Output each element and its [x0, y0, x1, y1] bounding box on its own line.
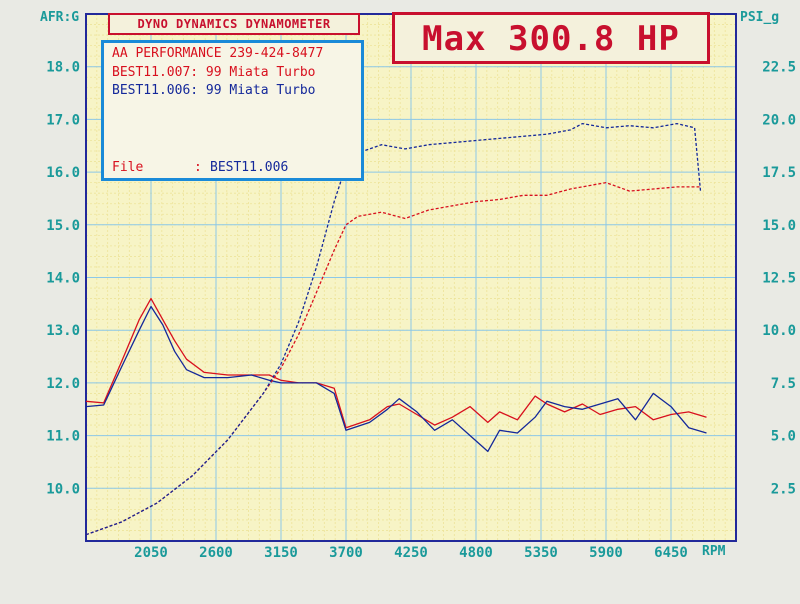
y-left-tick-label: 18.0 — [46, 60, 80, 76]
x-tick-label: 4800 — [459, 545, 493, 561]
y-left-axis-label: AFR:G — [40, 10, 79, 25]
x-tick-label: 2600 — [199, 545, 233, 561]
max-hp-label: Max 300.8 HP — [422, 19, 680, 59]
series-line-afr-best11-007 — [85, 297, 707, 429]
y-right-tick-label: 17.5 — [762, 165, 796, 181]
y-left-tick-label: 16.0 — [46, 165, 80, 181]
x-tick-label: 4250 — [394, 545, 428, 561]
y-left-tick-label: 15.0 — [46, 218, 80, 234]
series-layer — [85, 122, 707, 536]
y-right-tick-label: 10.0 — [762, 323, 796, 339]
y-left-tick-label: 12.0 — [46, 376, 80, 392]
x-tick-label: 6450 — [654, 545, 688, 561]
series-line-afr-best11-006 — [85, 305, 707, 453]
shop-line: AA PERFORMANCE 239-424-8477 — [112, 46, 324, 61]
file-label: File — [112, 160, 144, 175]
y-right-tick-label: 5.0 — [771, 429, 796, 445]
x-tick-label: 3150 — [264, 545, 298, 561]
y-right-axis-label: PSI_g — [740, 10, 779, 25]
y-left-tick-label: 10.0 — [46, 481, 80, 497]
y-right-tick-label: 15.0 — [762, 218, 796, 234]
dyno-title-box: DYNO DYNAMICS DYNAMOMETER — [108, 13, 360, 35]
y-right-tick-label: 12.5 — [762, 271, 796, 287]
series-line-boost-best11-006 — [85, 122, 702, 536]
max-hp-box: Max 300.8 HP — [392, 12, 710, 64]
x-tick-label: 3700 — [329, 545, 363, 561]
run-red-legend: BEST11.007: 99 Miata Turbo — [112, 65, 316, 80]
x-tick-label: 5350 — [524, 545, 558, 561]
x-tick-label: 5900 — [589, 545, 623, 561]
y-right-tick-label: 7.5 — [771, 376, 796, 392]
file-separator: : — [194, 160, 202, 175]
run-info-box: AA PERFORMANCE 239-424-8477 BEST11.007: … — [101, 40, 364, 181]
y-left-tick-label: 11.0 — [46, 429, 80, 445]
y-right-tick-label: 22.5 — [762, 60, 796, 76]
run-blue-legend: BEST11.006: 99 Miata Turbo — [112, 83, 316, 98]
y-left-tick-label: 14.0 — [46, 271, 80, 287]
x-tick-label: 2050 — [134, 545, 168, 561]
tick-labels: 2050 2600 3150 3700 4250 4800 5350 5900 6450 10.0… — [46, 60, 796, 561]
y-right-tick-label: 20.0 — [762, 112, 796, 128]
y-right-tick-label: 2.5 — [771, 481, 796, 497]
x-axis-unit: RPM — [702, 544, 726, 559]
file-value: BEST11.006 — [210, 160, 289, 175]
y-left-tick-label: 13.0 — [46, 323, 80, 339]
dyno-title: DYNO DYNAMICS DYNAMOMETER — [137, 17, 331, 31]
y-left-tick-label: 17.0 — [46, 112, 80, 128]
